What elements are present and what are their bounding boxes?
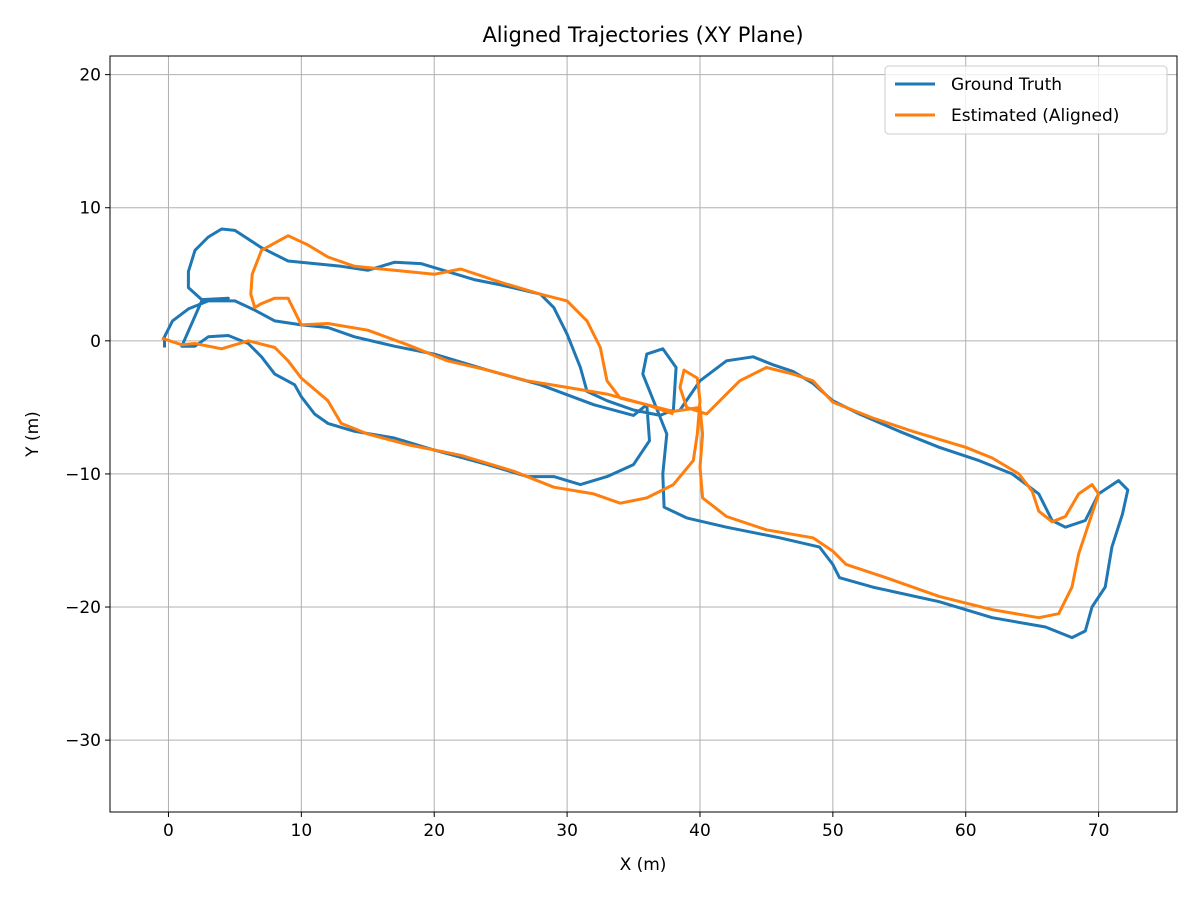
x-tick-label: 0 — [163, 821, 174, 841]
legend-label: Estimated (Aligned) — [951, 106, 1119, 126]
y-tick-label: 10 — [79, 199, 101, 219]
y-tick-label: −10 — [65, 465, 101, 485]
trajectory-line — [163, 227, 1130, 640]
chart-title: Aligned Trajectories (XY Plane) — [482, 23, 803, 47]
y-tick-label: −20 — [65, 598, 101, 618]
legend-box — [884, 65, 1168, 135]
x-tick-label: 10 — [291, 821, 313, 841]
x-tick-label: 60 — [955, 821, 977, 841]
x-tick-label: 20 — [423, 821, 445, 841]
y-tick-label: 0 — [90, 332, 101, 352]
y-tick-label: −30 — [65, 731, 101, 751]
x-axis-label: X (m) — [620, 855, 667, 875]
x-tick-label: 40 — [689, 821, 711, 841]
x-tick-label: 50 — [822, 821, 844, 841]
y-tick-label: 20 — [79, 66, 101, 86]
plot-frame — [109, 55, 1178, 813]
x-tick-label: 70 — [1088, 821, 1110, 841]
y-axis-label: Y (m) — [23, 411, 43, 458]
legend-label: Ground Truth — [951, 75, 1062, 95]
x-tick-label: 30 — [556, 821, 578, 841]
trajectory-line — [161, 234, 1101, 620]
